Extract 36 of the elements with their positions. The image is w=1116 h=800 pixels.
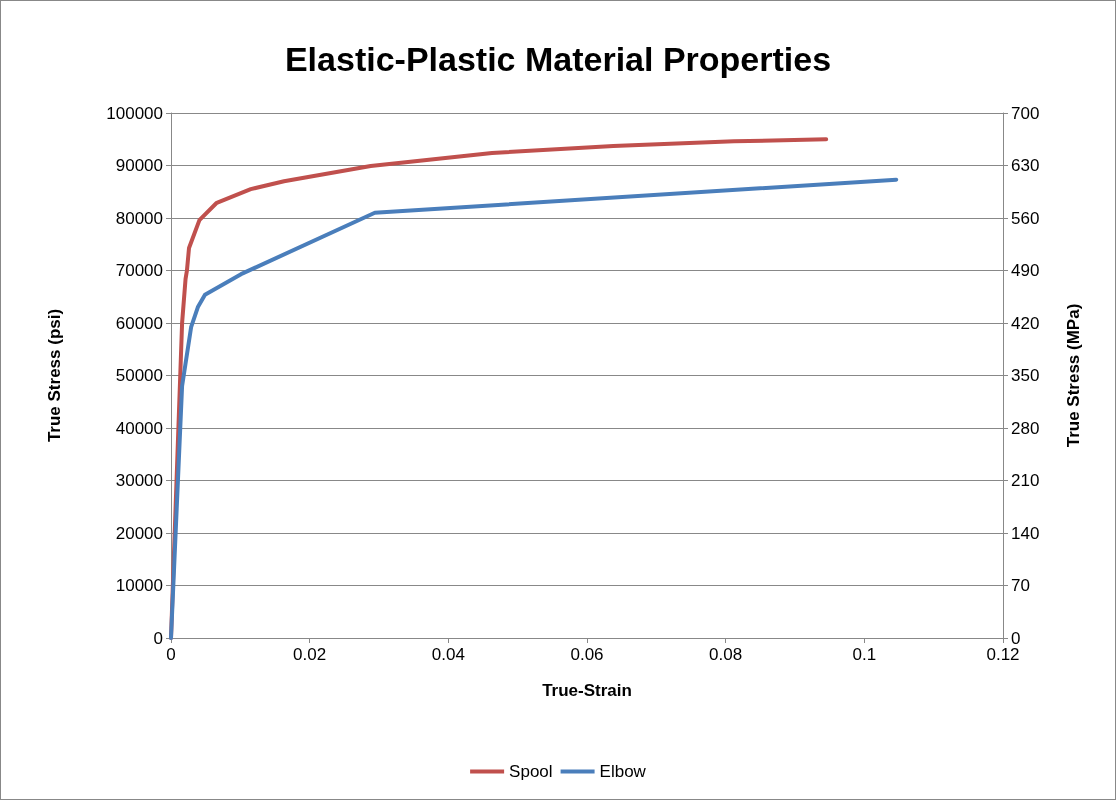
y2-tick-label: 560	[1011, 208, 1040, 228]
y-tick-label: 70000	[115, 261, 163, 280]
y2-axis-title: True Stress (MPa)	[1064, 303, 1083, 448]
chart-title: Elastic-Plastic Material Properties	[284, 40, 832, 78]
y-tick-label: 20000	[115, 523, 163, 543]
y-tick-label: 40000	[115, 418, 163, 438]
x-tick-label: 0.08	[709, 645, 743, 664]
y2-tick-label: 280	[1011, 418, 1040, 438]
y-tick-label: 90000	[115, 156, 163, 175]
y2-tick-label: 700	[1011, 103, 1040, 123]
x-axis-title: True-Strain	[542, 681, 632, 700]
legend-label: Elbow	[599, 762, 647, 781]
y2-tick-label: 630	[1011, 156, 1040, 175]
y-axis-title: True Stress (psi)	[45, 308, 64, 443]
y2-tick-label: 490	[1011, 261, 1040, 280]
x-tick-label: 0.06	[570, 645, 604, 664]
x-tick-label: 0	[166, 645, 176, 664]
y-tick-label: 50000	[115, 366, 163, 385]
y2-tick-label: 140	[1011, 523, 1040, 543]
y2-tick-label: 420	[1011, 313, 1040, 333]
y-tick-label: 80000	[115, 208, 163, 228]
line-series	[169, 177, 899, 640]
y2-tick-label: 350	[1011, 366, 1040, 385]
x-tick-label: 0.1	[852, 645, 877, 664]
x-tick-label: 0.04	[431, 645, 465, 664]
y2-tick-label: 0	[1011, 628, 1021, 648]
x-tick-label: 0.12	[986, 645, 1020, 664]
y-tick-label: 100000	[106, 103, 163, 123]
y-tick-label: 0	[153, 628, 163, 648]
y-tick-label: 60000	[115, 313, 163, 333]
x-tick-label: 0.02	[293, 645, 327, 664]
legend-label: Spool	[509, 762, 553, 781]
y2-tick-label: 70	[1011, 576, 1030, 595]
y-tick-label: 10000	[115, 576, 163, 595]
y2-tick-label: 210	[1011, 471, 1040, 490]
y-tick-label: 30000	[115, 471, 163, 490]
